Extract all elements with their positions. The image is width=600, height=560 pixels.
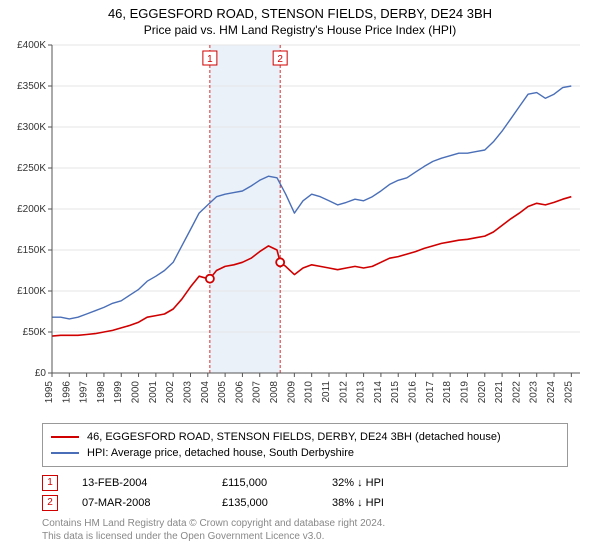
- svg-text:£300K: £300K: [17, 122, 46, 133]
- svg-text:2017: 2017: [425, 381, 436, 404]
- svg-text:2007: 2007: [252, 381, 263, 404]
- svg-text:2019: 2019: [459, 381, 470, 404]
- svg-text:1995: 1995: [44, 381, 55, 404]
- svg-text:2016: 2016: [408, 381, 419, 404]
- annotation-date: 13-FEB-2004: [82, 473, 222, 493]
- svg-text:2012: 2012: [338, 381, 349, 404]
- svg-text:2025: 2025: [563, 381, 574, 404]
- svg-text:2022: 2022: [511, 381, 522, 404]
- footer-line2: This data is licensed under the Open Gov…: [42, 530, 568, 543]
- annotation-table: 1 13-FEB-2004£115,00032% ↓ HPI 2 07-MAR-200…: [42, 473, 568, 513]
- legend: 46, EGGESFORD ROAD, STENSON FIELDS, DERB…: [42, 423, 568, 467]
- svg-text:2: 2: [277, 54, 283, 65]
- svg-text:£150K: £150K: [17, 245, 46, 256]
- svg-text:£100K: £100K: [17, 286, 46, 297]
- svg-text:2024: 2024: [546, 381, 557, 404]
- svg-text:2011: 2011: [321, 381, 332, 403]
- svg-text:2002: 2002: [165, 381, 176, 404]
- annotation-date: 07-MAR-2008: [82, 493, 222, 513]
- svg-text:£50K: £50K: [23, 327, 47, 338]
- svg-text:2000: 2000: [131, 381, 142, 404]
- svg-text:2003: 2003: [182, 381, 193, 404]
- svg-text:2015: 2015: [390, 381, 401, 404]
- svg-text:£250K: £250K: [17, 163, 46, 174]
- svg-text:2020: 2020: [477, 381, 488, 404]
- legend-label: 46, EGGESFORD ROAD, STENSON FIELDS, DERB…: [87, 429, 501, 445]
- legend-item: 46, EGGESFORD ROAD, STENSON FIELDS, DERB…: [51, 429, 559, 445]
- svg-text:1998: 1998: [96, 381, 107, 404]
- chart-titles: 46, EGGESFORD ROAD, STENSON FIELDS, DERB…: [0, 0, 600, 37]
- annotation-diff: 38% ↓ HPI: [332, 493, 452, 513]
- svg-text:£350K: £350K: [17, 81, 46, 92]
- annotation-row: 1 13-FEB-2004£115,00032% ↓ HPI: [42, 473, 568, 493]
- svg-text:2004: 2004: [200, 381, 211, 404]
- legend-item: HPI: Average price, detached house, Sout…: [51, 445, 559, 461]
- svg-text:2010: 2010: [304, 381, 315, 404]
- annotation-marker: 1: [42, 475, 58, 491]
- svg-text:2005: 2005: [217, 381, 228, 404]
- svg-text:£200K: £200K: [17, 204, 46, 215]
- footer-text: Contains HM Land Registry data © Crown c…: [42, 517, 568, 543]
- svg-text:£400K: £400K: [17, 40, 46, 51]
- title-line1: 46, EGGESFORD ROAD, STENSON FIELDS, DERB…: [0, 6, 600, 21]
- annotation-price: £115,000: [222, 473, 332, 493]
- legend-swatch: [51, 448, 79, 458]
- svg-text:2014: 2014: [373, 381, 384, 404]
- svg-text:2008: 2008: [269, 381, 280, 404]
- annotation-diff: 32% ↓ HPI: [332, 473, 452, 493]
- svg-text:2018: 2018: [442, 381, 453, 404]
- legend-swatch: [51, 432, 79, 442]
- svg-text:1999: 1999: [113, 381, 124, 404]
- svg-text:2023: 2023: [529, 381, 540, 404]
- svg-text:1996: 1996: [61, 381, 72, 404]
- annotation-marker: 2: [42, 495, 58, 511]
- svg-text:2013: 2013: [356, 381, 367, 404]
- svg-text:1: 1: [207, 54, 213, 65]
- annotation-row: 2 07-MAR-2008£135,00038% ↓ HPI: [42, 493, 568, 513]
- svg-text:2009: 2009: [286, 381, 297, 404]
- title-line2: Price paid vs. HM Land Registry's House …: [0, 23, 600, 37]
- svg-text:1997: 1997: [79, 381, 90, 404]
- legend-label: HPI: Average price, detached house, Sout…: [87, 445, 354, 461]
- line-chart-svg: £0 £50K £100K £150K £200K £250K £300K £350K £400…: [0, 37, 600, 417]
- annotation-price: £135,000: [222, 493, 332, 513]
- svg-text:2021: 2021: [494, 381, 505, 404]
- footer-line1: Contains HM Land Registry data © Crown c…: [42, 517, 568, 530]
- chart-area: £0 £50K £100K £150K £200K £250K £300K £350K £400…: [0, 37, 600, 417]
- svg-text:£0: £0: [35, 368, 47, 379]
- svg-text:2006: 2006: [234, 381, 245, 404]
- svg-text:2001: 2001: [148, 381, 159, 404]
